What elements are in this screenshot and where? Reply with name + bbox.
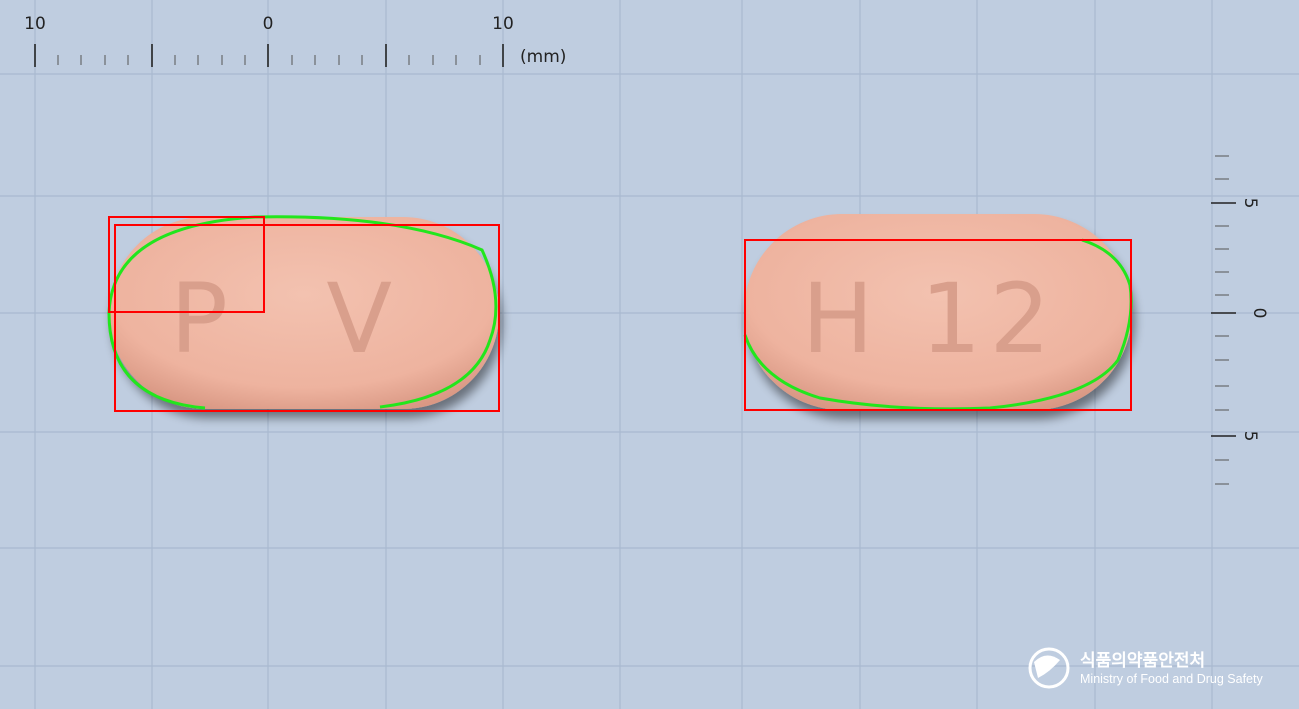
side-ruler-label-center: 0: [1249, 308, 1269, 319]
tablet-right-imprint: H 12: [802, 263, 1059, 375]
top-ruler-unit: (mm): [520, 47, 566, 67]
top-ruler-label-right: 10: [492, 14, 514, 34]
tablet-left-bounding-box: [114, 224, 500, 412]
tablet-right: H 12: [743, 214, 1133, 411]
tablet-left-imprint-box: [108, 216, 265, 313]
mfds-logo-english: Ministry of Food and Drug Safety: [1080, 672, 1263, 686]
tablet-left-imprint: P V: [170, 263, 426, 375]
tablet-right-body: [744, 214, 1132, 410]
top-ruler-label-left: 10: [24, 14, 46, 34]
tablet-left-contour: [107, 215, 498, 410]
side-ruler-label-bottom: 5: [1240, 431, 1260, 442]
mfds-emblem-icon: [1028, 647, 1070, 689]
tablet-left-body: [109, 217, 499, 409]
top-ruler-label-center: 0: [263, 14, 274, 34]
tablet-right-bounding-box: [744, 239, 1132, 411]
side-ruler: 5 0 5: [1211, 155, 1269, 485]
tablet-left: P V: [107, 215, 500, 412]
mfds-logo: 식품의약품안전처 Ministry of Food and Drug Safet…: [1028, 647, 1263, 689]
top-ruler: 10 0 10 (mm): [24, 14, 566, 67]
mfds-logo-korean: 식품의약품안전처: [1080, 650, 1205, 671]
side-ruler-label-top: 5: [1240, 198, 1260, 209]
